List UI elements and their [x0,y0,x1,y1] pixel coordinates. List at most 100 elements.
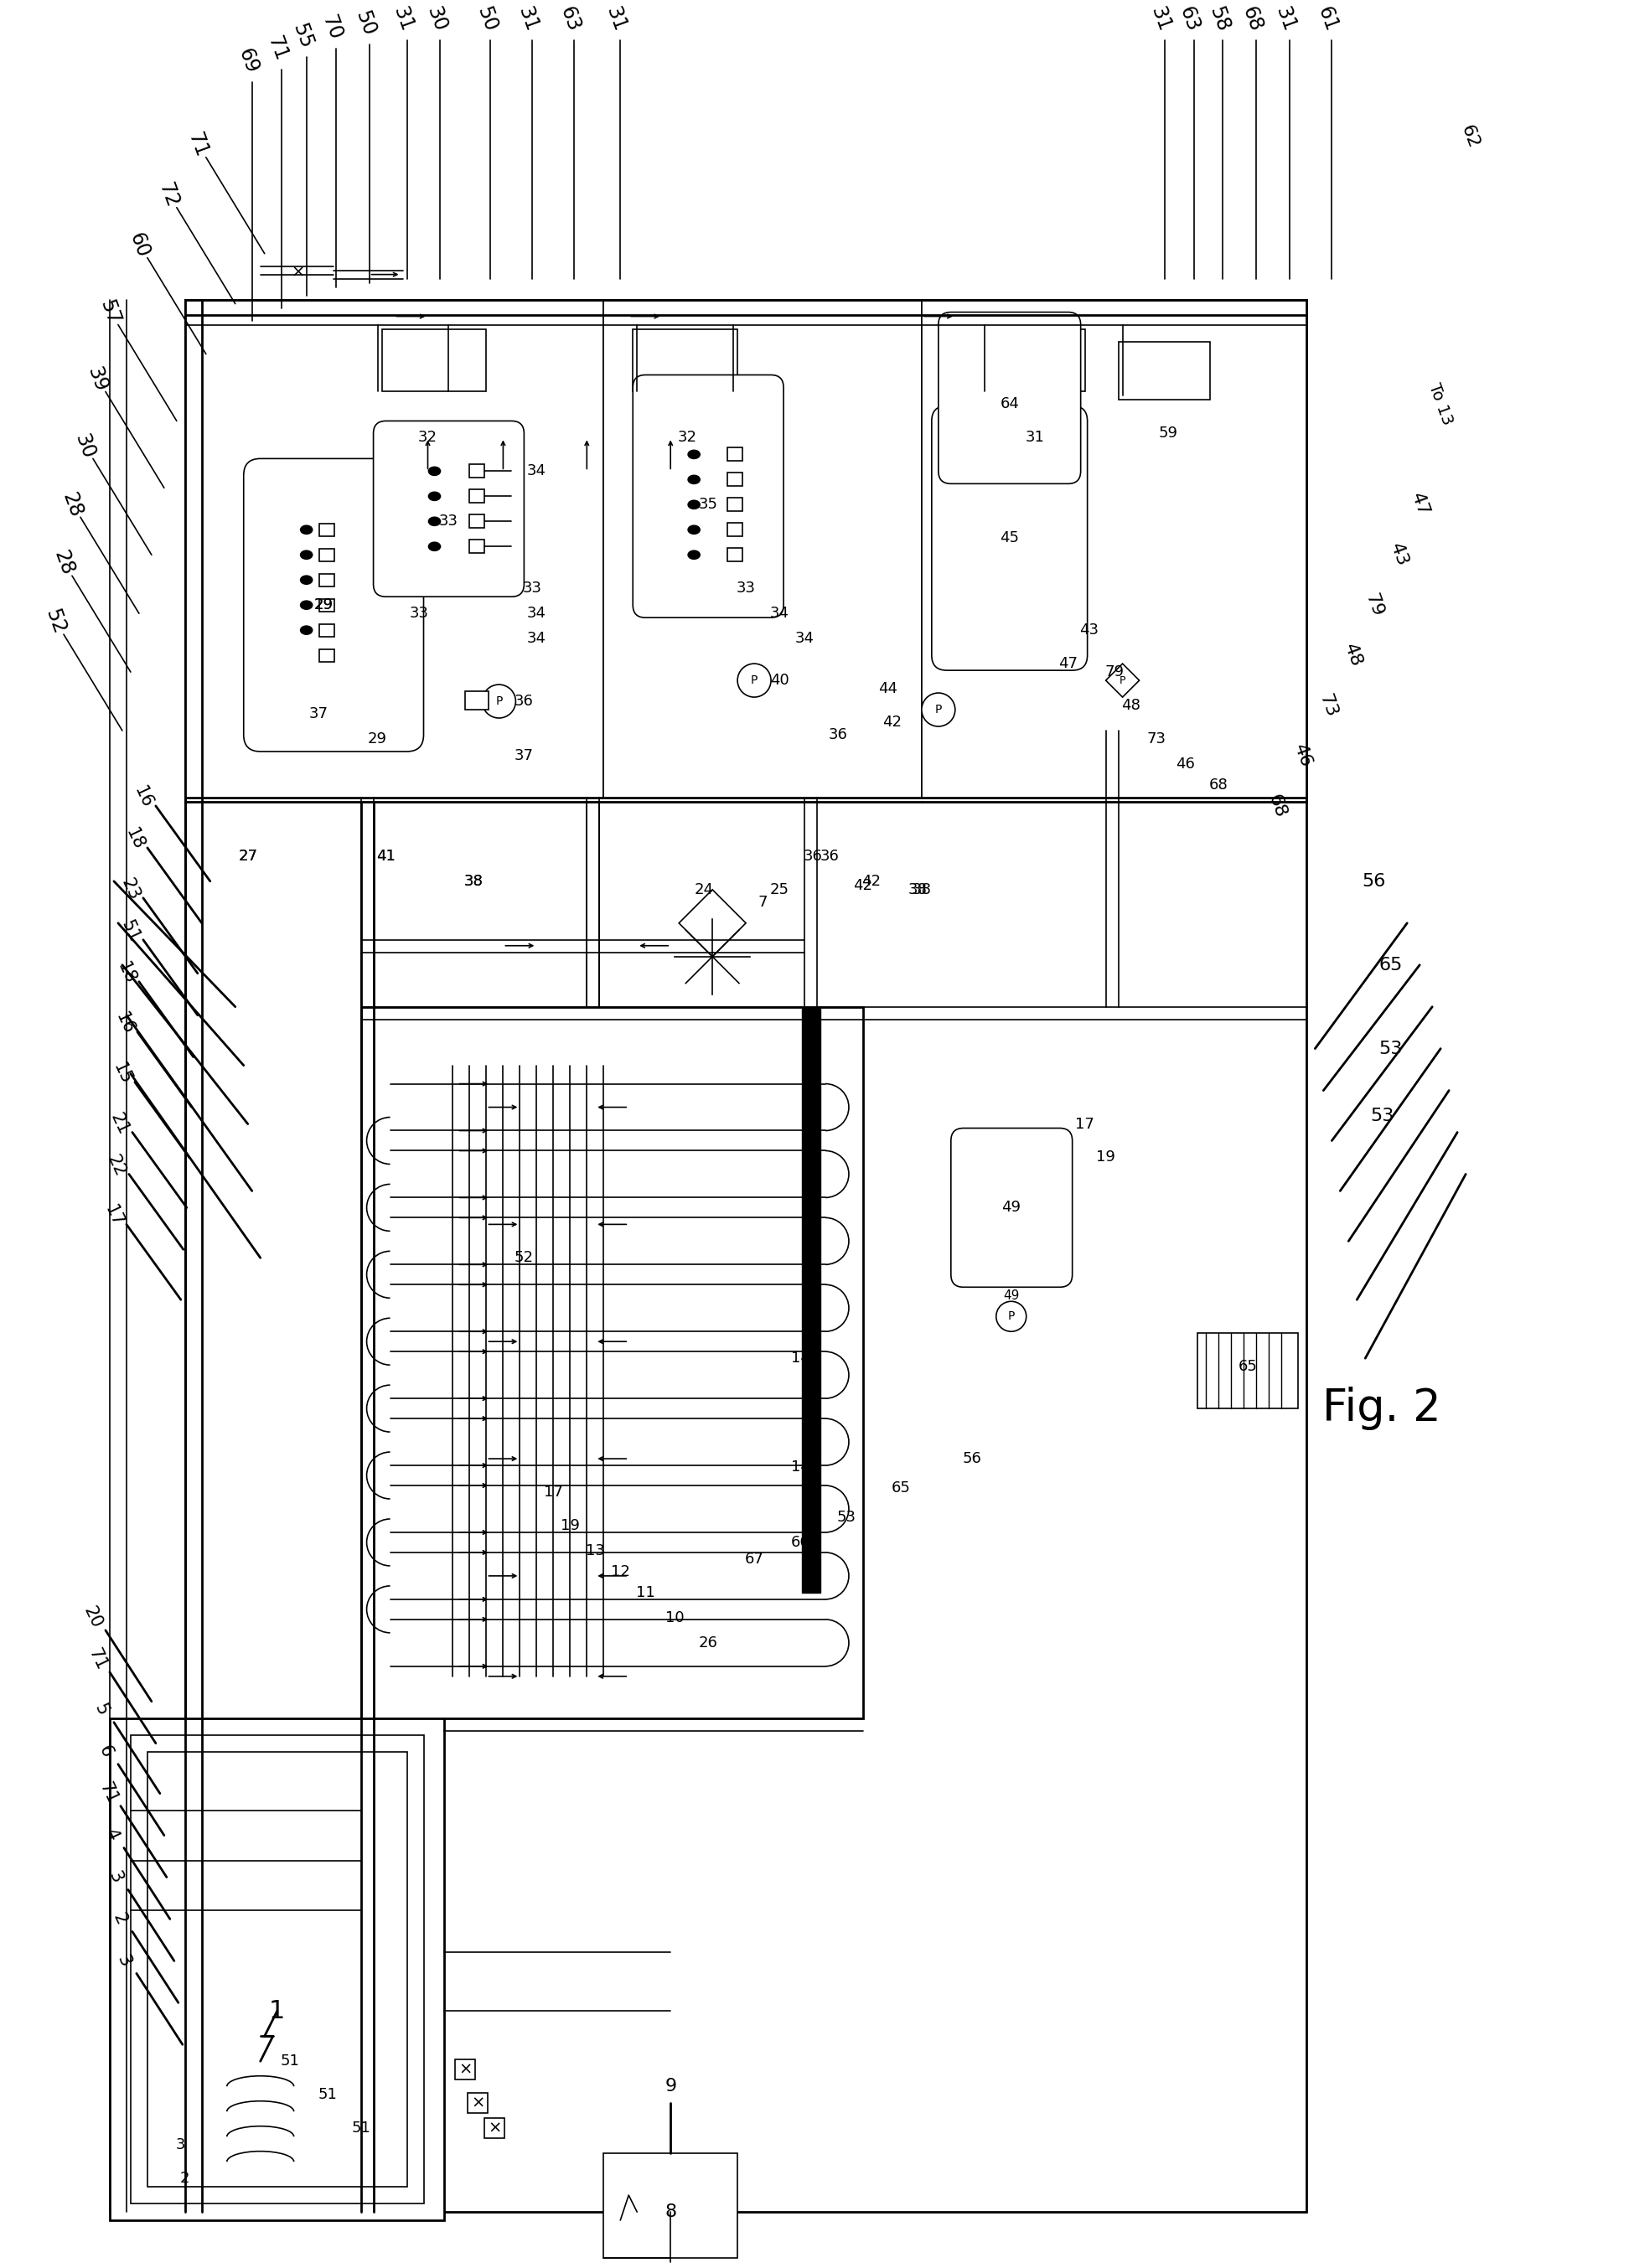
Bar [130,1735,424,2204]
Text: 34: 34 [771,606,788,621]
Text: 56: 56 [1362,873,1386,889]
Text: 25: 25 [771,882,788,898]
Bar [386,333,482,388]
FancyBboxPatch shape [244,458,424,751]
Text: 52: 52 [41,606,68,637]
Text: 36: 36 [829,728,847,742]
Text: ×: × [459,2062,472,2077]
Text: ×: × [292,263,305,279]
Text: 56: 56 [963,1452,981,1465]
Bar [728,499,743,510]
Bar [604,2152,738,2259]
Text: 53: 53 [837,1510,855,1524]
Text: 11: 11 [635,1585,655,1601]
Text: 71: 71 [264,34,292,64]
Bar [469,515,485,528]
Text: 42: 42 [883,714,902,730]
Bar [1122,345,1205,397]
Text: 79: 79 [1104,665,1124,680]
Text: 51: 51 [318,2087,337,2102]
Text: 38: 38 [464,873,484,889]
Bar [319,549,334,562]
Ellipse shape [301,551,313,558]
Text: 16: 16 [130,785,155,812]
Text: 17: 17 [1075,1116,1095,1132]
Text: 41: 41 [376,848,396,864]
Text: 5: 5 [91,1701,111,1719]
Text: 12: 12 [611,1565,630,1579]
Ellipse shape [687,551,700,558]
Bar [360,1007,863,1719]
Text: 14: 14 [790,1461,810,1474]
Circle shape [997,1302,1026,1331]
Text: 31: 31 [1147,5,1175,34]
Text: 52: 52 [515,1250,534,1266]
Text: 38: 38 [912,882,932,898]
Text: 57: 57 [96,297,124,327]
Bar [469,540,485,553]
Circle shape [738,665,771,696]
Text: 8: 8 [665,2204,676,2220]
Text: 42: 42 [854,878,873,894]
Text: 30: 30 [70,431,98,460]
Ellipse shape [301,626,313,635]
Text: 72: 72 [155,179,182,211]
Ellipse shape [428,542,440,551]
Text: 33: 33 [411,606,428,621]
Ellipse shape [301,526,313,533]
Text: 34: 34 [526,606,546,621]
Text: To 13: To 13 [1425,381,1455,426]
Bar [319,624,334,637]
Text: 19: 19 [1096,1150,1116,1166]
Text: 65: 65 [1238,1359,1258,1374]
Text: 22: 22 [104,1152,129,1179]
FancyBboxPatch shape [632,374,784,617]
Bar [728,472,743,485]
Text: 23: 23 [119,875,143,903]
Text: 68: 68 [1266,792,1289,821]
Text: 28: 28 [59,490,86,519]
Text: 46: 46 [1290,742,1315,769]
Text: 3: 3 [176,2136,186,2152]
Text: 30: 30 [422,5,450,34]
Text: 65: 65 [891,1481,911,1495]
Text: 37: 37 [310,705,329,721]
Bar [1119,342,1210,399]
Text: 61: 61 [1315,5,1341,34]
Ellipse shape [687,451,700,458]
Bar [319,574,334,587]
Bar [319,649,334,662]
Polygon shape [1106,665,1139,696]
Text: 27: 27 [238,848,257,864]
Text: 38: 38 [464,873,484,889]
Text: P: P [495,696,502,708]
Text: 51: 51 [119,919,143,946]
Text: 53: 53 [1378,1041,1403,1057]
Text: 38: 38 [907,882,927,898]
Text: 68: 68 [1238,5,1266,34]
Text: 34: 34 [526,463,546,479]
Text: 55: 55 [288,20,316,52]
Ellipse shape [428,492,440,501]
Circle shape [922,694,955,726]
Ellipse shape [687,476,700,483]
Bar [728,447,743,460]
Text: 42: 42 [862,873,881,889]
Bar [186,299,1306,798]
Text: 1: 1 [269,1998,285,2023]
Bar [469,490,485,503]
Text: 31: 31 [515,5,542,34]
Ellipse shape [687,526,700,533]
Text: 40: 40 [771,674,788,687]
Text: 10: 10 [665,1610,684,1626]
Text: 69: 69 [235,45,262,77]
Bar [485,2118,505,2139]
Bar [466,692,489,710]
FancyBboxPatch shape [373,422,525,596]
Text: 17: 17 [544,1486,564,1499]
Polygon shape [679,889,746,957]
Text: 14: 14 [790,1352,810,1365]
Bar [319,599,334,612]
Text: 29: 29 [368,733,388,746]
Text: 3: 3 [114,1953,134,1969]
